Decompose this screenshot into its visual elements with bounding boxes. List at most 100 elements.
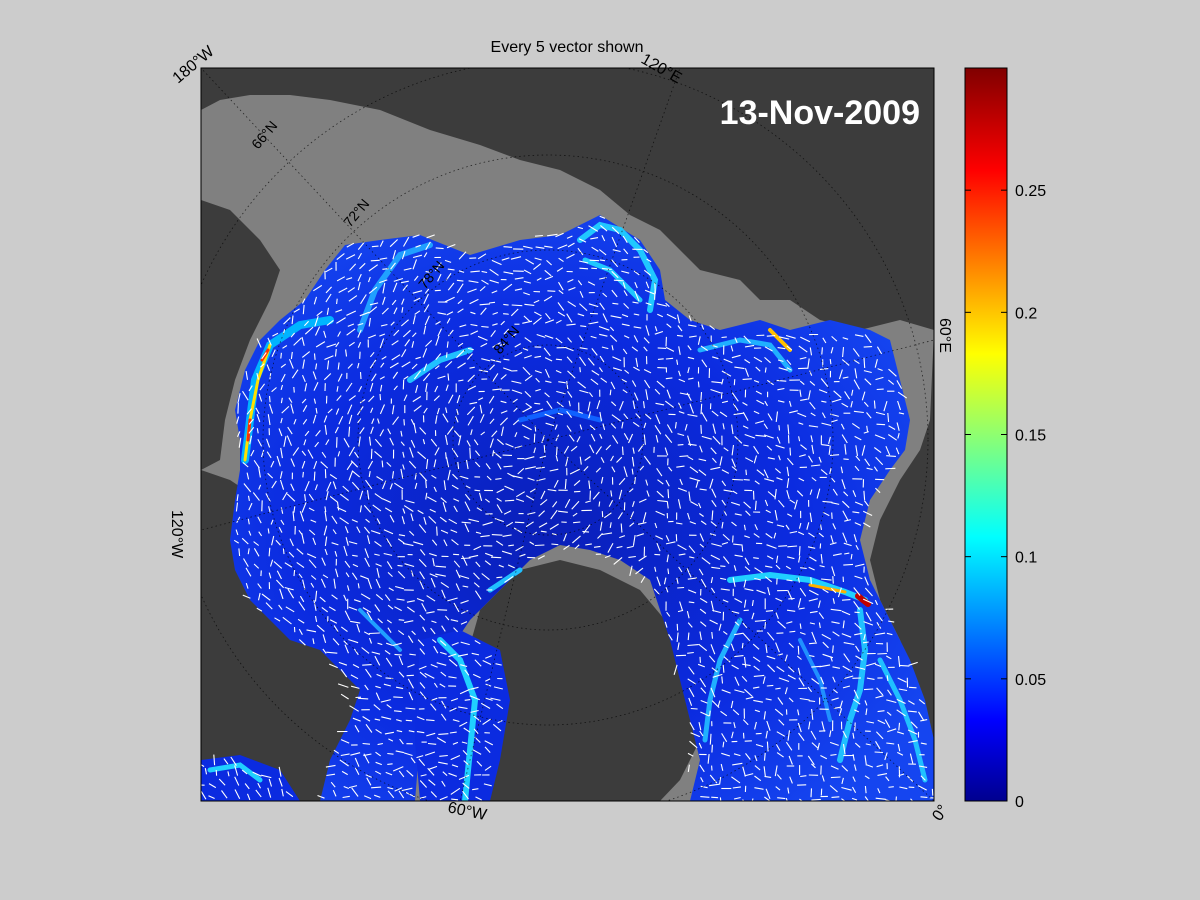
drift-vector bbox=[395, 750, 405, 754]
drift-vector bbox=[809, 489, 813, 495]
drift-vector bbox=[422, 626, 426, 632]
drift-vector bbox=[699, 608, 707, 614]
drift-vector bbox=[457, 653, 469, 657]
drift-vector bbox=[321, 451, 327, 458]
drift-vector bbox=[331, 542, 339, 546]
drift-vector bbox=[403, 394, 408, 402]
drift-vector bbox=[657, 358, 664, 360]
drift-vector bbox=[884, 752, 888, 761]
drift-vector bbox=[852, 786, 857, 794]
drift-vector bbox=[242, 390, 249, 401]
drift-vector bbox=[385, 771, 393, 776]
drift-vector bbox=[459, 334, 469, 338]
drift-vector bbox=[440, 581, 450, 589]
drift-vector bbox=[505, 521, 514, 527]
drift-vector bbox=[855, 666, 866, 670]
drift-vector bbox=[336, 298, 338, 305]
drift-vector bbox=[304, 320, 309, 327]
drift-vector bbox=[734, 676, 740, 686]
drift-vector bbox=[489, 364, 495, 371]
drift-vector bbox=[719, 411, 728, 418]
drift-vector bbox=[535, 466, 545, 469]
drift-vector bbox=[579, 303, 588, 312]
drift-vector bbox=[474, 659, 482, 667]
drift-vector bbox=[709, 325, 716, 330]
drift-vector bbox=[256, 372, 259, 380]
drift-vector bbox=[377, 418, 380, 424]
drift-vector bbox=[445, 384, 449, 391]
drift-vector bbox=[657, 347, 667, 349]
figure-title: Every 5 vector shown bbox=[491, 39, 644, 56]
drift-vector bbox=[370, 448, 373, 459]
drift-vector bbox=[665, 479, 670, 487]
drift-vector bbox=[358, 436, 361, 447]
drift-vector bbox=[687, 622, 693, 628]
drift-vector bbox=[365, 774, 372, 778]
drift-vector bbox=[688, 315, 692, 322]
drift-vector bbox=[510, 256, 522, 260]
drift-vector bbox=[313, 398, 317, 404]
drift-vector bbox=[920, 719, 928, 722]
drift-vector bbox=[357, 583, 360, 589]
drift-vector bbox=[689, 521, 696, 525]
drift-vector bbox=[479, 414, 485, 423]
drift-vector bbox=[572, 535, 581, 544]
drift-vector bbox=[763, 752, 766, 761]
drift-vector bbox=[618, 400, 624, 411]
drift-vector bbox=[407, 678, 414, 689]
drift-vector bbox=[563, 544, 570, 550]
drift-vector bbox=[602, 423, 606, 430]
drift-vector bbox=[699, 488, 707, 491]
drift-vector bbox=[831, 621, 840, 624]
drift-vector bbox=[886, 675, 889, 681]
drift-vector bbox=[810, 730, 817, 740]
drift-vector bbox=[877, 773, 888, 776]
drift-vector bbox=[623, 466, 628, 478]
drift-vector bbox=[387, 627, 392, 633]
drift-vector bbox=[623, 248, 629, 255]
drift-vector bbox=[711, 796, 719, 799]
drift-vector bbox=[709, 783, 720, 787]
drift-vector bbox=[789, 530, 798, 534]
drift-vector bbox=[464, 501, 471, 512]
drift-vector bbox=[665, 587, 669, 593]
drift-vector bbox=[700, 424, 702, 434]
drift-vector bbox=[425, 382, 428, 392]
drift-vector bbox=[616, 456, 623, 463]
drift-vector bbox=[753, 533, 760, 538]
drift-vector bbox=[437, 609, 448, 611]
drift-vector bbox=[898, 722, 901, 731]
drift-vector bbox=[861, 445, 866, 456]
drift-vector bbox=[410, 570, 414, 577]
drift-vector bbox=[864, 587, 873, 597]
drift-vector bbox=[398, 655, 404, 666]
drift-vector bbox=[564, 478, 567, 490]
drift-vector bbox=[629, 565, 633, 577]
drift-vector bbox=[337, 331, 341, 337]
drift-vector bbox=[375, 578, 381, 589]
drift-vector bbox=[800, 398, 808, 401]
drift-vector bbox=[808, 532, 815, 538]
drift-vector bbox=[413, 422, 417, 434]
drift-vector bbox=[908, 740, 918, 743]
drift-vector bbox=[811, 798, 821, 801]
drift-vector bbox=[335, 408, 340, 415]
drift-vector bbox=[818, 532, 824, 538]
drift-vector bbox=[700, 796, 710, 798]
drift-vector bbox=[763, 711, 766, 720]
drift-vector bbox=[279, 471, 283, 479]
drift-vector bbox=[873, 466, 878, 472]
drift-vector bbox=[391, 299, 397, 306]
drift-vector bbox=[851, 389, 854, 396]
drift-vector bbox=[852, 732, 855, 739]
drift-vector bbox=[832, 645, 834, 653]
drift-vector bbox=[613, 556, 623, 565]
drift-vector bbox=[461, 557, 471, 560]
drift-vector bbox=[866, 720, 875, 724]
drift-vector bbox=[555, 337, 563, 344]
drift-vector bbox=[492, 311, 498, 315]
drift-vector bbox=[523, 435, 530, 440]
drift-vector bbox=[818, 456, 822, 463]
drift-vector bbox=[533, 408, 544, 414]
drift-vector bbox=[368, 395, 375, 403]
